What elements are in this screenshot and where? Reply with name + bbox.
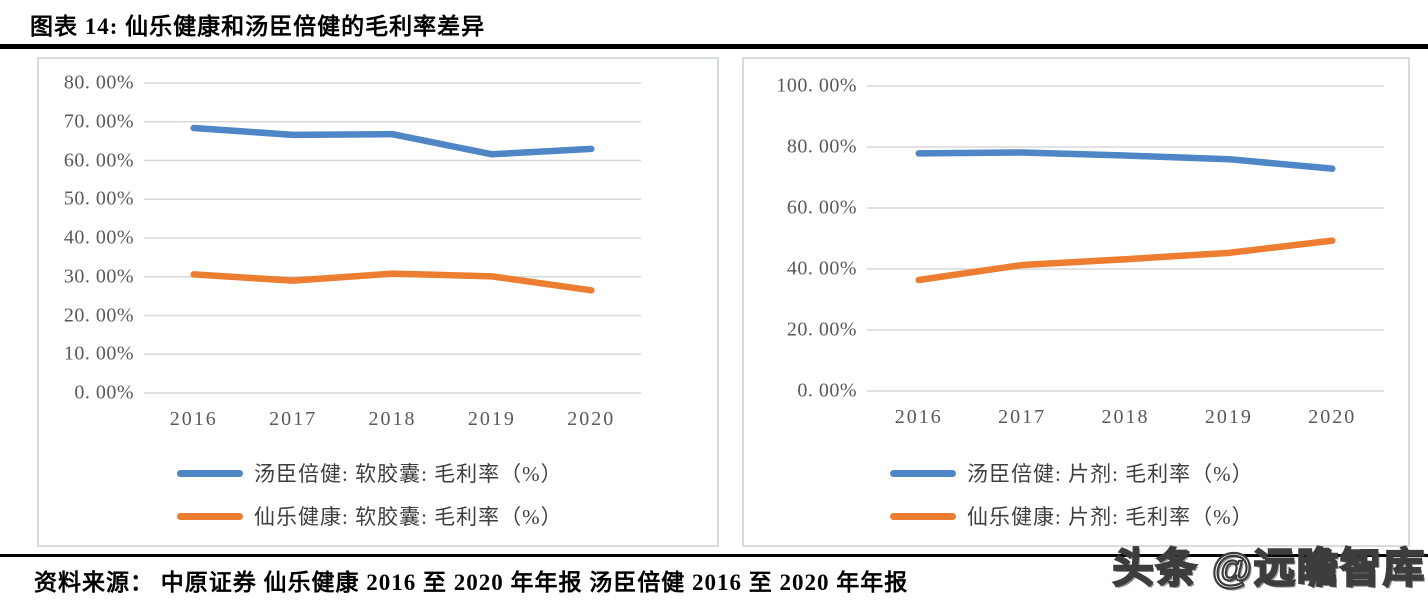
legend-line-swatch bbox=[890, 512, 956, 520]
x-axis-label: 2018 bbox=[368, 408, 417, 430]
legend-item: 仙乐健康: 片剂: 毛利率（%） bbox=[890, 501, 1254, 531]
y-tick-label: 60. 00% bbox=[63, 149, 134, 171]
legend-item: 汤臣倍健: 软胶囊: 毛利率（%） bbox=[177, 458, 563, 488]
chart-tablet-gross-margin: 0. 00% 20. 00% 40. 00% 60. 00% 80. 00% 100. 0… bbox=[742, 57, 1410, 547]
y-tick-label: 80. 00% bbox=[63, 71, 134, 94]
x-axis-label: 2020 bbox=[567, 408, 616, 430]
legend-label: 汤臣倍健: 软胶囊: 毛利率（%） bbox=[254, 462, 563, 486]
chart-soft-capsule-gross-margin: 0. 00% 10. 00% 20. 00% 30. 00% 40. 00% 50. 00… bbox=[37, 57, 719, 547]
plot-canvas bbox=[144, 82, 641, 394]
legend-item: 仙乐健康: 软胶囊: 毛利率（%） bbox=[177, 501, 563, 531]
series-line bbox=[915, 237, 1336, 284]
legend-line-swatch bbox=[890, 469, 956, 477]
y-tick-label: 50. 00% bbox=[63, 187, 134, 210]
y-tick-label: 0. 00% bbox=[74, 381, 134, 404]
legend-label: 汤臣倍健: 片剂: 毛利率（%） bbox=[967, 462, 1254, 486]
legend-line-swatch bbox=[177, 512, 243, 520]
legend-line-swatch bbox=[177, 469, 243, 477]
legend-label: 仙乐健康: 片剂: 毛利率（%） bbox=[967, 505, 1254, 529]
y-tick-label: 20. 00% bbox=[63, 304, 134, 326]
y-tick-label: 30. 00% bbox=[63, 265, 134, 288]
x-axis-label: 2020 bbox=[1308, 406, 1357, 428]
footer-divider bbox=[0, 554, 1428, 557]
x-axis-label: 2019 bbox=[467, 408, 516, 430]
x-axis-label: 2019 bbox=[1204, 406, 1253, 428]
series-line bbox=[190, 270, 595, 294]
watermark: 头条 @远瞻智库 bbox=[1112, 544, 1426, 592]
y-tick-label: 70. 00% bbox=[63, 110, 134, 133]
title-divider bbox=[0, 44, 1428, 49]
legend-label: 仙乐健康: 软胶囊: 毛利率（%） bbox=[254, 505, 563, 529]
legend-item: 汤臣倍健: 片剂: 毛利率（%） bbox=[890, 458, 1254, 488]
y-tick-label: 40. 00% bbox=[63, 226, 134, 249]
x-axis-label: 2016 bbox=[169, 408, 218, 430]
x-axis-label: 2016 bbox=[894, 406, 943, 428]
x-axis-label: 2017 bbox=[998, 406, 1047, 428]
y-tick-label: 100. 00% bbox=[776, 74, 857, 97]
y-tick-label: 20. 00% bbox=[786, 318, 857, 341]
y-tick-label: 40. 00% bbox=[786, 257, 857, 280]
figure-title: 图表 14: 仙乐健康和汤臣倍健的毛利率差异 bbox=[30, 14, 486, 39]
y-tick-label: 0. 00% bbox=[797, 379, 857, 402]
series-line bbox=[190, 124, 595, 158]
x-axis-label: 2018 bbox=[1101, 406, 1150, 428]
series-line bbox=[915, 149, 1336, 172]
plot-canvas bbox=[867, 85, 1384, 392]
x-axis-label: 2017 bbox=[269, 408, 318, 430]
source-note: 资料来源： 中原证券 仙乐健康 2016 至 2020 年年报 汤臣倍健 201… bbox=[34, 570, 909, 595]
y-tick-label: 80. 00% bbox=[786, 135, 857, 158]
y-tick-label: 10. 00% bbox=[63, 342, 134, 365]
y-tick-label: 60. 00% bbox=[786, 196, 857, 219]
